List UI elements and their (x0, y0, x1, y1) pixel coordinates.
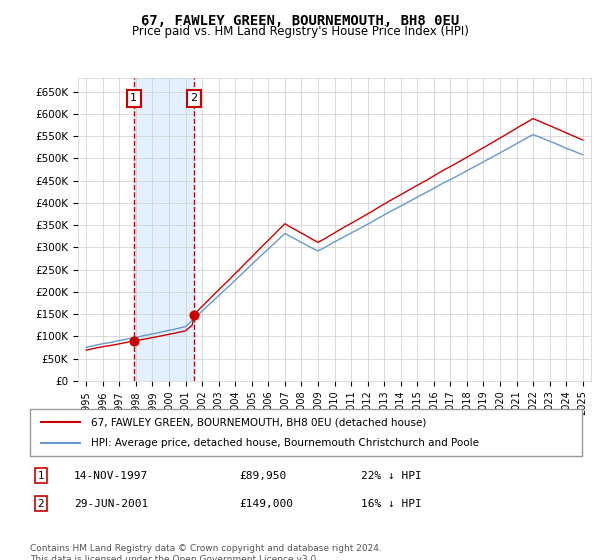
Text: 29-JUN-2001: 29-JUN-2001 (74, 498, 148, 508)
Point (189, 310, 199, 319)
Text: 14-NOV-1997: 14-NOV-1997 (74, 470, 148, 480)
FancyBboxPatch shape (30, 409, 582, 456)
Text: 2: 2 (190, 94, 197, 104)
Bar (134, 78, 194, 381)
Text: 2: 2 (38, 498, 44, 508)
Text: 1: 1 (38, 470, 44, 480)
Text: 1: 1 (130, 94, 137, 104)
Text: HPI: Average price, detached house, Bournemouth Christchurch and Poole: HPI: Average price, detached house, Bour… (91, 438, 479, 448)
Text: 22% ↓ HPI: 22% ↓ HPI (361, 470, 422, 480)
Text: 67, FAWLEY GREEN, BOURNEMOUTH, BH8 0EU: 67, FAWLEY GREEN, BOURNEMOUTH, BH8 0EU (141, 14, 459, 28)
Text: £89,950: £89,950 (240, 470, 287, 480)
Text: Price paid vs. HM Land Registry's House Price Index (HPI): Price paid vs. HM Land Registry's House … (131, 25, 469, 38)
Text: 16% ↓ HPI: 16% ↓ HPI (361, 498, 422, 508)
Text: £149,000: £149,000 (240, 498, 294, 508)
Point (129, 337, 139, 346)
Text: 67, FAWLEY GREEN, BOURNEMOUTH, BH8 0EU (detached house): 67, FAWLEY GREEN, BOURNEMOUTH, BH8 0EU (… (91, 417, 426, 427)
Text: Contains HM Land Registry data © Crown copyright and database right 2024.
This d: Contains HM Land Registry data © Crown c… (30, 544, 382, 560)
